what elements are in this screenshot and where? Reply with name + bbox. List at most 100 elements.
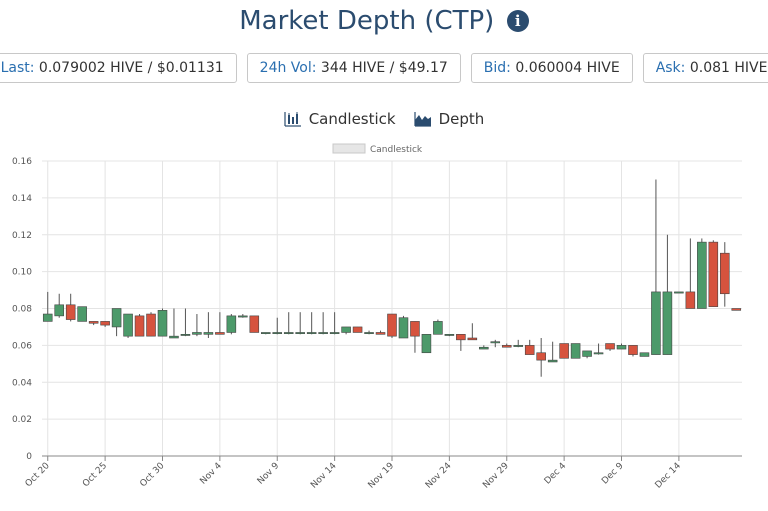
- x-tick-label: Nov 24: [424, 461, 454, 491]
- market-stats-bar: Last: 0.079002 HIVE / $0.01131 24h Vol: …: [0, 53, 768, 83]
- candle[interactable]: [708, 240, 719, 307]
- candle[interactable]: [582, 350, 592, 359]
- candle[interactable]: [731, 308, 742, 311]
- candle[interactable]: [570, 343, 581, 359]
- candle[interactable]: [318, 312, 328, 335]
- candle-body: [524, 345, 535, 355]
- candle-body: [501, 345, 512, 348]
- candle-body: [490, 341, 501, 344]
- candle-body: [111, 308, 122, 328]
- candle[interactable]: [651, 179, 661, 355]
- candle[interactable]: [628, 345, 638, 357]
- x-tick-label: Nov 29: [481, 461, 511, 491]
- x-tick-label: Dec 14: [653, 461, 683, 491]
- candle[interactable]: [100, 321, 110, 327]
- candle[interactable]: [444, 334, 455, 337]
- candle[interactable]: [697, 238, 707, 309]
- candle-body: [249, 315, 260, 333]
- candle[interactable]: [88, 321, 99, 326]
- candle[interactable]: [295, 312, 305, 335]
- candle[interactable]: [410, 321, 420, 353]
- candlestick-chart-icon: [284, 112, 301, 127]
- candle-body: [662, 291, 673, 355]
- candle[interactable]: [685, 238, 696, 309]
- info-circle-icon[interactable]: i: [506, 10, 529, 32]
- candle[interactable]: [146, 312, 156, 337]
- stat-volume-key: 24h Vol:: [259, 60, 317, 76]
- candle[interactable]: [524, 339, 535, 355]
- candle-body: [42, 313, 53, 322]
- candle[interactable]: [283, 312, 294, 335]
- candle-body: [88, 321, 99, 324]
- candle[interactable]: [479, 345, 489, 350]
- chart-legend[interactable]: Candlestick: [332, 143, 423, 155]
- candle-body: [238, 315, 248, 318]
- candle[interactable]: [616, 343, 627, 350]
- x-tick-label: Nov 4: [198, 461, 224, 487]
- candle[interactable]: [433, 319, 443, 335]
- candle[interactable]: [260, 332, 271, 335]
- candle[interactable]: [65, 293, 76, 322]
- y-axis: 0 0.02 0.04 0.06 0.08 0.10 0.12 0.14 0.16: [12, 157, 32, 462]
- candle[interactable]: [77, 306, 87, 322]
- candle-body: [215, 332, 225, 335]
- candle[interactable]: [123, 313, 133, 338]
- candle[interactable]: [272, 317, 283, 335]
- candle[interactable]: [341, 326, 351, 335]
- candle[interactable]: [467, 323, 478, 341]
- candle-body: [306, 332, 317, 334]
- candlestick-toggle[interactable]: Candlestick: [284, 110, 396, 128]
- candle[interactable]: [249, 315, 260, 333]
- candle[interactable]: [157, 308, 168, 337]
- candle[interactable]: [306, 312, 317, 335]
- candle[interactable]: [536, 338, 546, 377]
- candle[interactable]: [364, 330, 374, 335]
- candle[interactable]: [501, 343, 512, 348]
- candle[interactable]: [352, 326, 363, 333]
- candle-body: [616, 345, 627, 350]
- candle-body: [375, 332, 386, 335]
- candle[interactable]: [547, 341, 558, 363]
- candle[interactable]: [559, 343, 569, 359]
- y-tick-label: 0.06: [12, 341, 32, 351]
- candle[interactable]: [421, 334, 432, 354]
- candle[interactable]: [674, 291, 684, 294]
- candle-body: [65, 304, 76, 320]
- candle[interactable]: [134, 314, 145, 337]
- y-tick-label: 0.12: [12, 231, 32, 241]
- candle[interactable]: [215, 312, 225, 335]
- candle[interactable]: [42, 291, 53, 322]
- depth-label: Depth: [438, 110, 485, 128]
- candle[interactable]: [398, 315, 409, 339]
- candle[interactable]: [192, 314, 202, 337]
- candle[interactable]: [238, 314, 248, 318]
- candle[interactable]: [720, 242, 730, 307]
- candle[interactable]: [662, 234, 673, 355]
- candle-body: [364, 332, 374, 334]
- candle[interactable]: [456, 334, 466, 351]
- candle[interactable]: [54, 293, 64, 318]
- candle[interactable]: [180, 308, 191, 337]
- candle[interactable]: [387, 313, 397, 338]
- candle[interactable]: [605, 343, 615, 351]
- candle[interactable]: [593, 343, 604, 355]
- depth-toggle[interactable]: Depth: [413, 110, 485, 128]
- candle[interactable]: [329, 312, 340, 335]
- candle[interactable]: [490, 339, 501, 348]
- candle[interactable]: [375, 330, 386, 335]
- candle[interactable]: [111, 308, 122, 337]
- stat-last: Last: 0.079002 HIVE / $0.01131: [0, 53, 237, 83]
- candle[interactable]: [639, 352, 650, 357]
- candle[interactable]: [226, 314, 237, 335]
- candle[interactable]: [169, 308, 179, 339]
- page-title: Market Depth (CTP): [239, 6, 495, 36]
- stat-bid-key: Bid:: [483, 60, 511, 76]
- candle[interactable]: [203, 312, 214, 338]
- candle-body: [421, 334, 432, 354]
- candle-body: [410, 321, 420, 337]
- stat-bid: Bid: 0.060004 HIVE: [470, 53, 633, 83]
- x-tick-label: Nov 19: [367, 461, 397, 491]
- candle-body: [582, 350, 592, 357]
- candle[interactable]: [513, 339, 524, 348]
- stat-24h-volume: 24h Vol: 344 HIVE / $49.17: [246, 53, 461, 83]
